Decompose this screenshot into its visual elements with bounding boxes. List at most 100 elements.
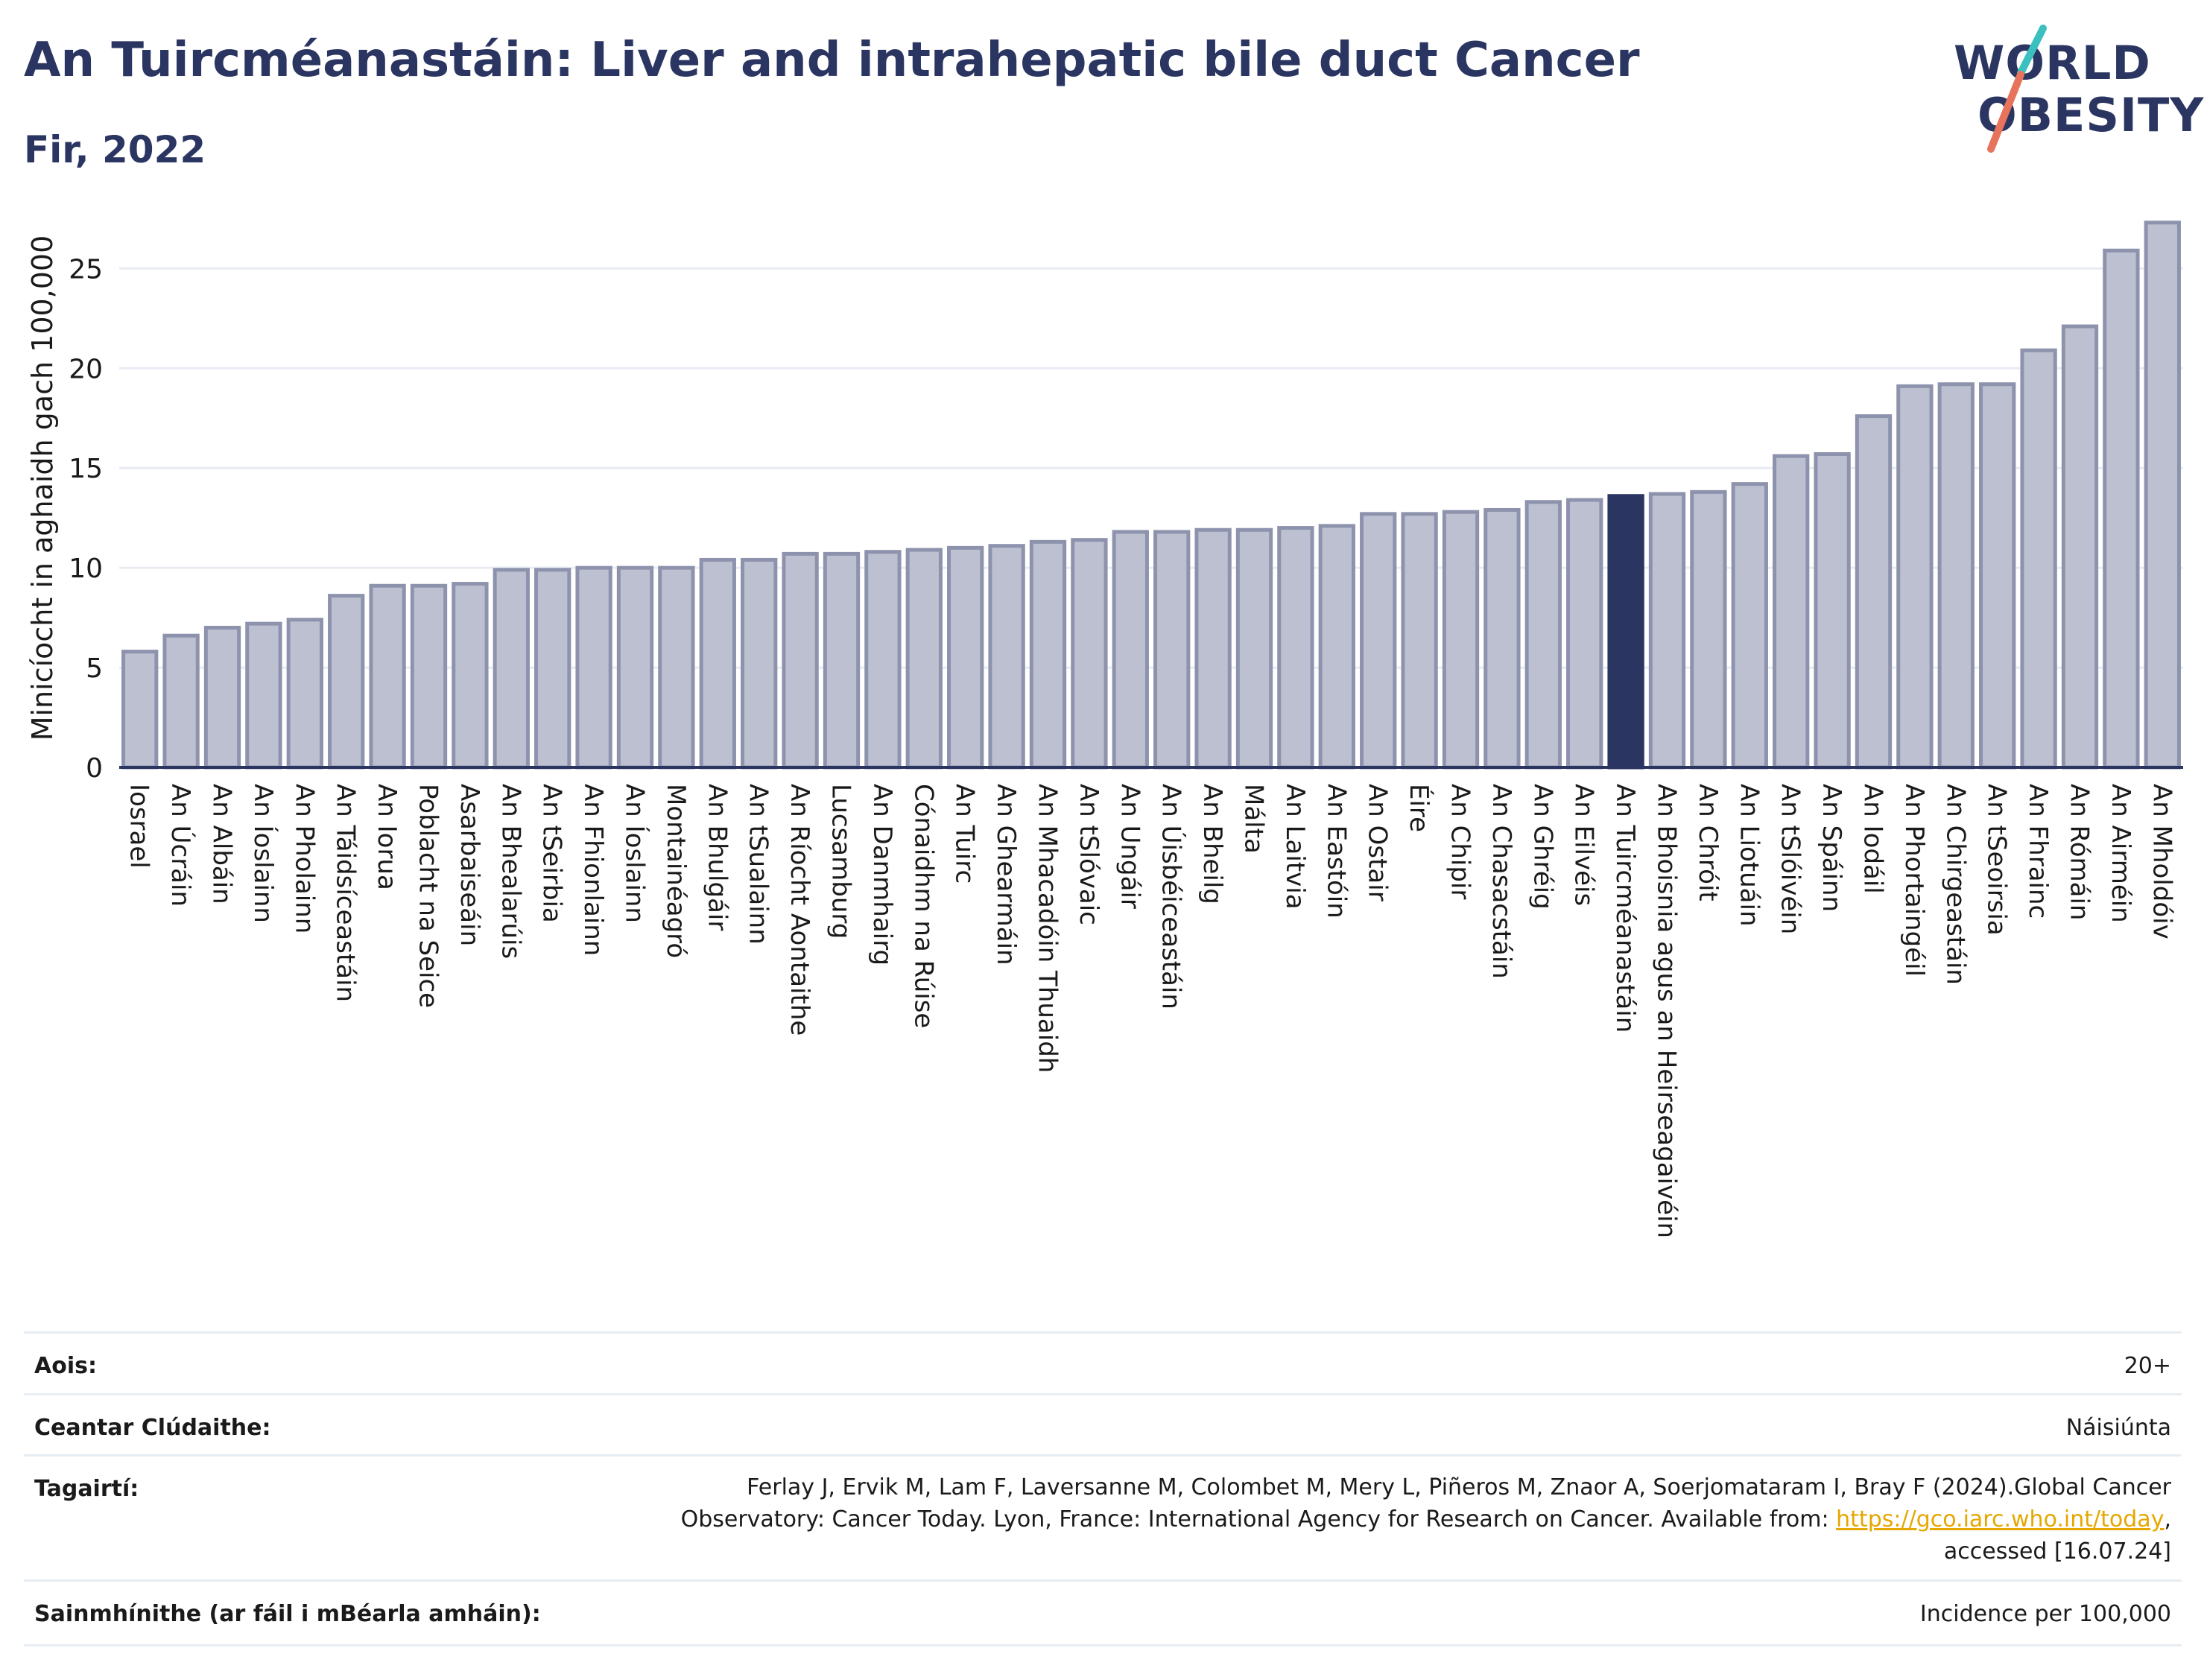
bar-36	[1566, 498, 1603, 770]
bar-7	[369, 583, 406, 770]
area-value: Náisiúnta	[2065, 1415, 2171, 1441]
bar-48	[2061, 324, 2099, 770]
bar-15	[699, 557, 736, 770]
x-tick-label: An Táidsíceastáin	[331, 784, 361, 1002]
x-tick-label: An Úcráin	[165, 784, 196, 907]
x-tick-label: An Eastóin	[1321, 784, 1351, 919]
x-tick-label: An Airméin	[2106, 784, 2135, 923]
chart-title: An Tuircméanastáin: Liver and intrahepat…	[24, 33, 1640, 88]
y-tick-label: 10	[69, 554, 103, 584]
x-tick-label: An tSualainn	[744, 784, 773, 945]
bar-8	[410, 583, 448, 770]
x-tick-label: An Tuircméanastáin	[1610, 784, 1640, 1033]
reference-link[interactable]: https://gco.iarc.who.int/today	[1836, 1506, 2165, 1532]
x-tick-label: Málta	[1239, 784, 1269, 854]
bar-17	[782, 551, 819, 770]
references-label: Tagairtí:	[34, 1476, 139, 1502]
bar-35	[1524, 500, 1562, 770]
axes: 0 5 10 15 20 25 Iosrael An Úcráin An Albáin An Ío…	[69, 254, 2183, 1238]
x-tick-label: An Ungáir	[1115, 784, 1144, 909]
bar-38	[1648, 492, 1686, 770]
logo-slash-icon	[1987, 25, 2047, 153]
ref-line-2-tail: ,	[2164, 1506, 2171, 1532]
bar-24	[1071, 538, 1108, 770]
bar-45	[1937, 382, 1975, 770]
bar-44	[1896, 384, 1934, 770]
bar-50	[2144, 221, 2181, 770]
x-tick-label: An Spáinn	[1817, 784, 1846, 912]
x-tick-label: An Tuirc	[950, 784, 980, 884]
bar-4	[245, 621, 282, 770]
x-tick-label: An Iodáil	[1858, 784, 1888, 894]
meta-row-definitions: Sainmhínithe (ar fáil i mBéarla amháin):…	[24, 1579, 2182, 1646]
bar-37	[1607, 494, 1644, 770]
x-tick-label: An Chasacstáin	[1486, 784, 1516, 979]
bar-chart: 0 5 10 15 20 25 Iosrael An Úcráin An Albáin An Ío…	[26, 221, 2183, 1238]
world-obesity-logo: WORLD OBESITY	[1945, 22, 2203, 164]
chart-subtitle: Fir, 2022	[24, 128, 206, 171]
bar-13	[616, 565, 654, 770]
bar-32	[1401, 512, 1438, 770]
x-tick-label: An tSlóvaic	[1074, 784, 1103, 925]
x-tick-label: An Úisbéiceastáin	[1156, 784, 1187, 1009]
bar-9	[452, 582, 489, 770]
x-tick-label: An Liotuáin	[1734, 784, 1764, 927]
x-tick-label: An Fhrainc	[2023, 784, 2053, 919]
x-tick-label: Cónaidhm na Rúise	[908, 784, 938, 1028]
area-label: Ceantar Clúdaithe:	[34, 1415, 271, 1441]
age-value: 20+	[2124, 1353, 2171, 1379]
bar-22	[988, 544, 1025, 770]
ref-line-2: Observatory: Cancer Today. Lyon, France:…	[532, 1503, 2171, 1535]
bar-43	[1855, 414, 1893, 770]
bar-23	[1029, 539, 1067, 770]
x-tick-label: An Bhoisnia agus an Heirseagaivéin	[1652, 784, 1682, 1238]
x-tick-label: An Rómáin	[2065, 784, 2094, 920]
bar-6	[328, 594, 365, 770]
x-tick-label: An Chipir	[1445, 784, 1475, 899]
bar-49	[2103, 248, 2140, 770]
x-tick-label: An Bhealarúis	[495, 784, 525, 959]
x-tick-label: Iosrael	[124, 784, 154, 869]
bar-39	[1690, 489, 1727, 770]
bar-41	[1773, 454, 1810, 770]
x-tick-label: An Bhulgáir	[702, 784, 732, 931]
bar-20	[905, 548, 943, 770]
x-tick-label: Éire	[1404, 784, 1434, 832]
bar-42	[1814, 451, 1851, 770]
x-tick-label: Lucsamburg	[826, 784, 856, 939]
x-tick-label: An Pholainn	[289, 784, 319, 933]
x-tick-label: An Laitvia	[1280, 784, 1310, 910]
bars	[121, 221, 2181, 770]
y-tick-label: 5	[86, 653, 103, 684]
x-tick-label: An Íoslainn	[248, 784, 279, 923]
definitions-value: Incidence per 100,000	[1919, 1601, 2171, 1627]
bar-18	[823, 551, 861, 770]
bar-19	[864, 550, 902, 770]
y-tick-label: 25	[69, 254, 103, 285]
bar-46	[1979, 382, 2016, 770]
bar-14	[658, 565, 695, 770]
x-tick-label: An Fhionlainn	[578, 784, 608, 956]
ref-line-1: Ferlay J, Ervik M, Lam F, Laversanne M, …	[747, 1474, 2171, 1500]
y-tick-label: 0	[86, 753, 103, 784]
references-value: Ferlay J, Ervik M, Lam F, Laversanne M, …	[532, 1471, 2171, 1568]
bar-29	[1277, 526, 1314, 770]
logo-word-world: WORLD	[1954, 36, 2151, 90]
bar-1	[121, 650, 159, 770]
x-tick-label: An Danmhairg	[867, 784, 897, 966]
y-tick-label: 15	[69, 454, 103, 484]
bar-12	[575, 565, 612, 770]
definitions-label: Sainmhínithe (ar fáil i mBéarla amháin):	[34, 1601, 541, 1627]
x-tick-label: Montainéagró	[661, 784, 691, 958]
x-tick-label: An Ríocht Aontaithe	[785, 784, 814, 1036]
meta-row-references: Tagairtí: Ferlay J, Ervik M, Lam F, Lave…	[24, 1454, 2182, 1579]
y-tick-label: 20	[69, 354, 103, 384]
x-tick-label: An tSlóivéin	[1776, 784, 1805, 934]
bar-34	[1483, 507, 1521, 770]
bar-11	[534, 568, 571, 770]
y-axis-label: Minicíocht in aghaidh gach 100,000	[26, 235, 59, 741]
bar-26	[1153, 530, 1191, 770]
bar-3	[203, 626, 241, 770]
bar-25	[1112, 530, 1149, 770]
bar-16	[741, 557, 778, 770]
